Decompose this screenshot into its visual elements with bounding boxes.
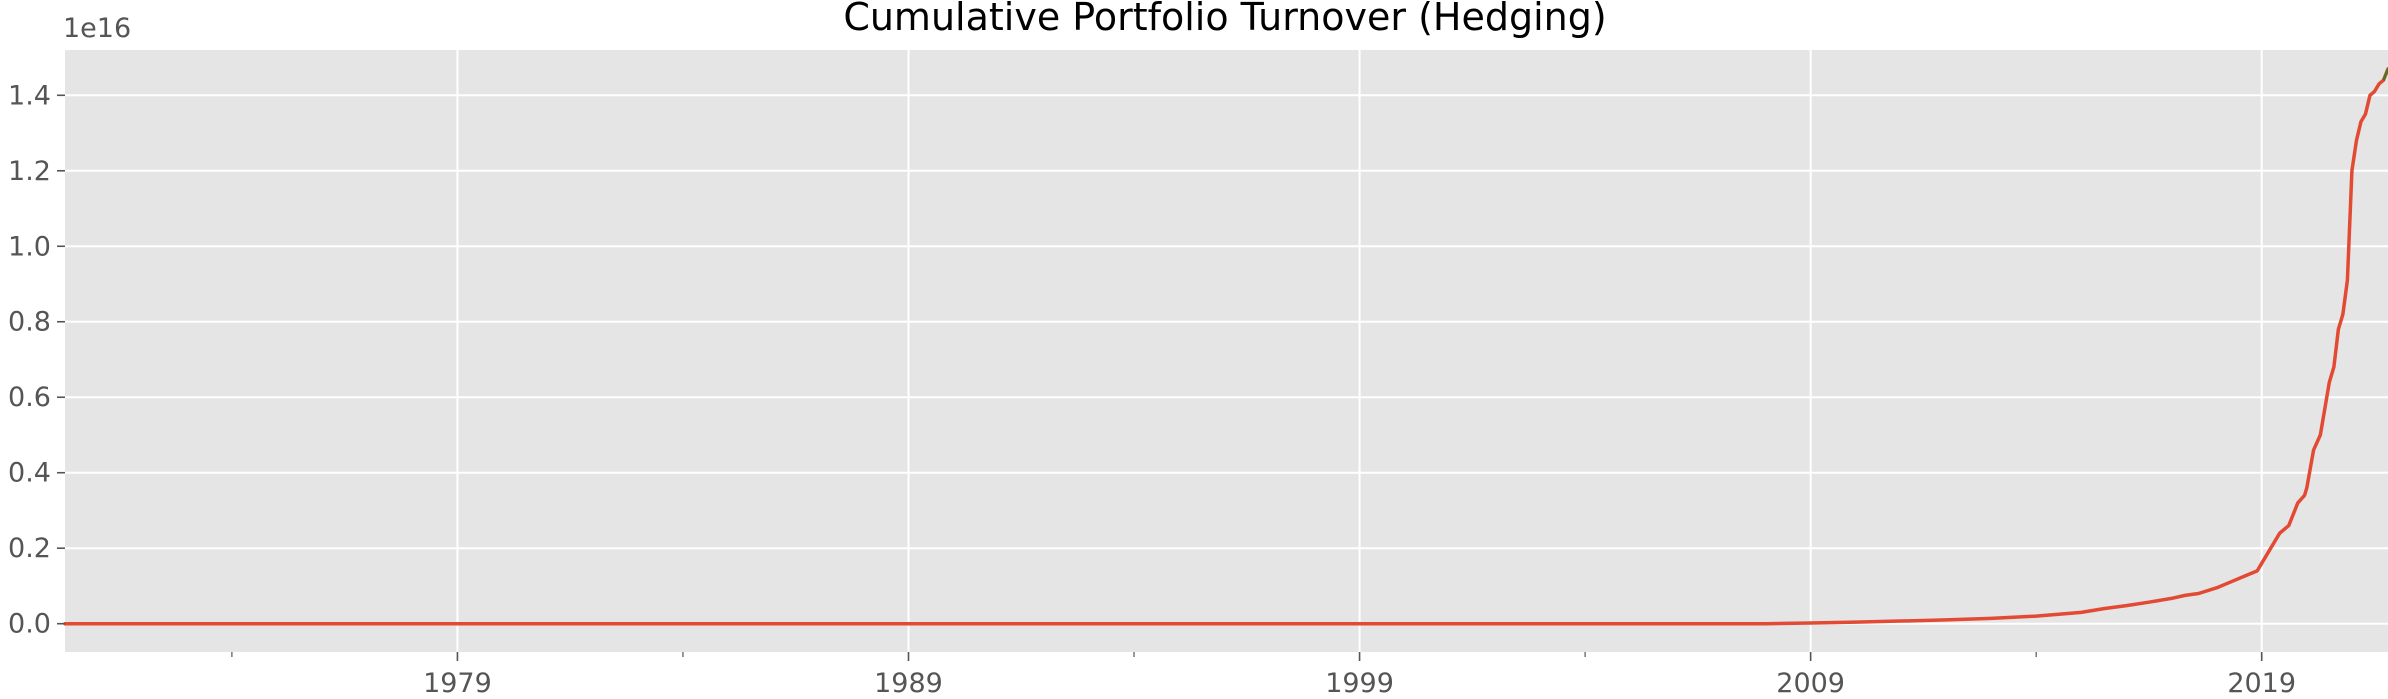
y-tick-label: 1.4	[8, 80, 51, 111]
grid	[65, 50, 2388, 652]
x-tick-label: 2019	[2227, 668, 2296, 699]
x-tick-label: 1999	[1325, 668, 1394, 699]
x-axis: 1979 1989 1999 2009 2019	[231, 652, 2296, 699]
x-tick-label: 1989	[874, 668, 943, 699]
y-tick-label: 1.0	[8, 231, 51, 262]
y-tick-label: 0.0	[8, 609, 51, 640]
series-end-segment	[2382, 68, 2388, 81]
y-tick-label: 1.2	[8, 156, 51, 187]
y-tick-label: 0.2	[8, 533, 51, 564]
y-axis: 0.0 0.2 0.4 0.6 0.8 1.0 1.2 1.4	[8, 80, 65, 640]
y-tick-label: 0.8	[8, 307, 51, 338]
series-layer	[63, 67, 2388, 626]
chart-title: Cumulative Portfolio Turnover (Hedging)	[843, 0, 1606, 39]
plot-area	[65, 50, 2388, 652]
x-tick-label: 1979	[423, 668, 492, 699]
series-line	[63, 67, 2388, 626]
y-tick-label: 0.4	[8, 458, 51, 489]
y-tick-label: 0.6	[8, 382, 51, 413]
y-offset-label: 1e16	[63, 13, 131, 44]
x-tick-label: 2009	[1776, 668, 1845, 699]
